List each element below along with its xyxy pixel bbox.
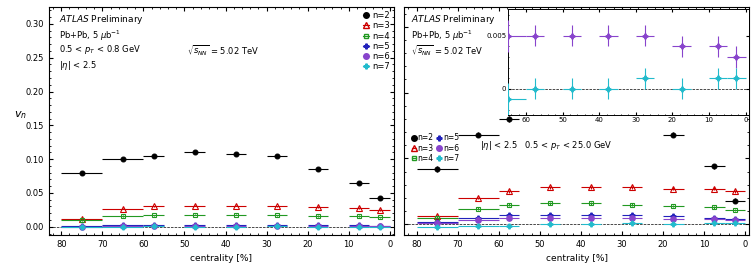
X-axis label: centrality [%]: centrality [%] xyxy=(191,254,252,263)
Text: $\sqrt{s_{NN}}$ = 5.02 TeV: $\sqrt{s_{NN}}$ = 5.02 TeV xyxy=(187,43,259,57)
X-axis label: centrality [%]: centrality [%] xyxy=(546,254,608,263)
Legend: n=2, n=3, n=4, n=5, n=6, n=7: n=2, n=3, n=4, n=5, n=6, n=7 xyxy=(412,133,459,163)
Text: $|η|$ < 2.5: $|η|$ < 2.5 xyxy=(59,59,97,72)
Text: $\sqrt{s_{NN}}$ = 5.02 TeV: $\sqrt{s_{NN}}$ = 5.02 TeV xyxy=(411,43,483,57)
Text: Pb+Pb, 5 $\mu$b$^{-1}$: Pb+Pb, 5 $\mu$b$^{-1}$ xyxy=(411,29,473,43)
Text: $|η|$ < 2.5   0.5 < $p_T$ < 25.0 GeV: $|η|$ < 2.5 0.5 < $p_T$ < 25.0 GeV xyxy=(480,139,612,152)
Text: $\mathit{ATLAS}$ Preliminary: $\mathit{ATLAS}$ Preliminary xyxy=(411,13,496,26)
Text: $\mathit{ATLAS}$ Preliminary: $\mathit{ATLAS}$ Preliminary xyxy=(59,13,144,26)
Y-axis label: $v_n$: $v_n$ xyxy=(14,109,26,121)
Text: Pb+Pb, 5 $\mu$b$^{-1}$: Pb+Pb, 5 $\mu$b$^{-1}$ xyxy=(59,29,121,43)
Text: 0.5 < $p_T$ < 0.8 GeV: 0.5 < $p_T$ < 0.8 GeV xyxy=(59,43,142,56)
Legend: n=2, n=3, n=4, n=5, n=6, n=7: n=2, n=3, n=4, n=5, n=6, n=7 xyxy=(363,11,390,71)
